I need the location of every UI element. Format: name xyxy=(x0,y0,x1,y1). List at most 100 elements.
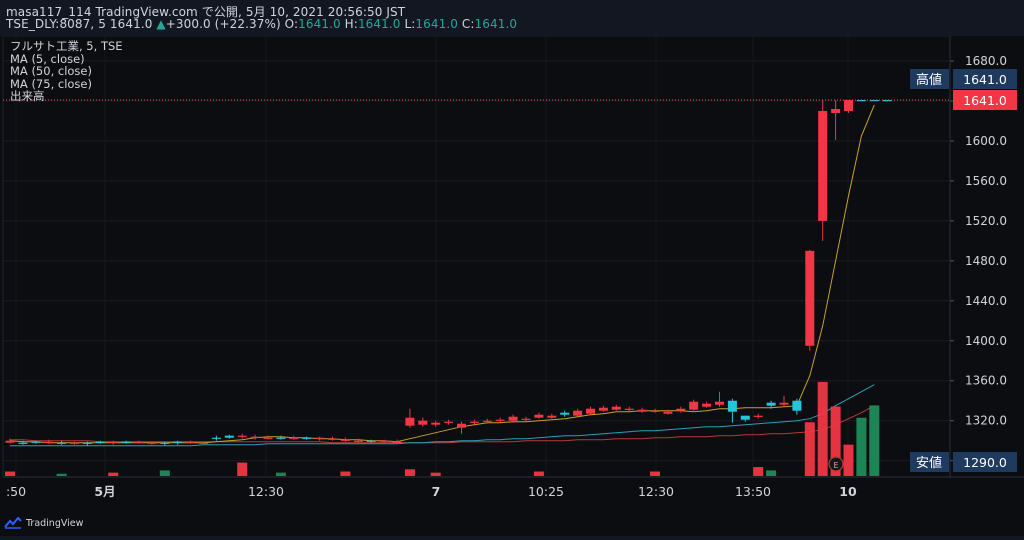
ma75-line xyxy=(10,405,875,444)
legend-ma5[interactable]: MA (5, close) xyxy=(10,51,85,66)
time-tick-label: 12:30 xyxy=(248,484,284,499)
candle-body xyxy=(663,411,673,414)
symbol-name[interactable]: TSE_DLY:8087, 5 xyxy=(6,17,106,31)
volume-bar xyxy=(843,444,854,476)
high-value-box xyxy=(953,69,1017,89)
candle-body xyxy=(792,400,802,411)
plot-pane[interactable] xyxy=(2,35,951,478)
candle-body xyxy=(315,437,325,439)
candles xyxy=(5,100,892,446)
price-tick-label: 1680.0 xyxy=(965,54,1007,68)
time-tick-label: 5月 xyxy=(94,484,115,499)
volume-bar xyxy=(856,417,867,476)
price-tick-label: 1520.0 xyxy=(965,214,1007,228)
candle-body xyxy=(727,400,737,412)
candle-body xyxy=(637,409,647,412)
legend-ma50[interactable]: MA (50, close) xyxy=(10,64,92,78)
volume-bar xyxy=(108,472,119,476)
candle-body xyxy=(366,440,376,442)
time-tick-label: :50 xyxy=(6,484,26,499)
high-marker: 高値 1641.0 xyxy=(910,69,1017,89)
volume-bar xyxy=(766,470,777,476)
last-price-marker: 1641.0 xyxy=(953,90,1017,110)
candle-body xyxy=(186,441,196,443)
high-label: H: xyxy=(344,17,358,31)
candle-body xyxy=(689,401,699,410)
candle-body xyxy=(353,440,363,442)
candle-body xyxy=(805,250,815,346)
candle-body xyxy=(224,435,234,438)
candle-body xyxy=(250,436,260,438)
legend-volume[interactable]: 出来高 xyxy=(10,89,45,103)
time-tick-label: 10:25 xyxy=(528,484,564,499)
volume-bar xyxy=(237,462,248,476)
volume-bar xyxy=(817,381,828,476)
candlestick-chart[interactable]: 1680.01640.01600.01560.01520.01480.01440… xyxy=(0,35,1024,536)
candle-body xyxy=(328,438,337,440)
candle-body xyxy=(753,415,763,417)
volume-bar xyxy=(869,405,880,476)
volume-bar xyxy=(753,467,764,476)
tradingview-logo-icon xyxy=(4,517,22,529)
volume-bar xyxy=(804,422,815,476)
time-tick-label: 13:50 xyxy=(735,484,771,499)
legend-ma75[interactable]: MA (75, close) xyxy=(10,76,92,91)
candle-body xyxy=(624,408,634,410)
candle-body xyxy=(5,440,15,443)
volume-bar xyxy=(650,471,660,476)
chart-area[interactable]: 1680.01640.01600.01560.01520.01480.01440… xyxy=(0,35,1024,536)
candle-body xyxy=(702,403,712,407)
price-tick-label: 1400.0 xyxy=(965,334,1007,348)
earnings-letter: E xyxy=(833,461,838,470)
candle-body xyxy=(844,100,853,111)
high-value: 1641.0 xyxy=(357,17,401,31)
price-tick-label: 1440.0 xyxy=(965,294,1007,308)
candle-body xyxy=(95,441,105,443)
candle-body xyxy=(818,110,828,221)
candle-body xyxy=(418,420,428,425)
footer-brand[interactable]: TradingView xyxy=(4,514,83,532)
candle-body xyxy=(121,441,131,443)
candle-body xyxy=(779,402,789,405)
candle-body xyxy=(276,437,286,439)
time-axis[interactable]: :50 5月 12:30 7 10:25 12:30 13:50 10 xyxy=(6,484,857,499)
time-tick-label: 10 xyxy=(839,484,857,499)
low-label: 安値 xyxy=(916,455,942,471)
high-label: 高値 xyxy=(916,72,942,88)
candle-body xyxy=(598,407,608,411)
volume-bars xyxy=(5,381,880,476)
candle-body xyxy=(82,442,92,444)
candle-body xyxy=(650,410,660,412)
low-label-box xyxy=(910,452,949,472)
low-marker: 安値 1290.0 xyxy=(910,452,1017,472)
candle-body xyxy=(766,402,776,406)
candle-body xyxy=(263,437,273,439)
candle-body xyxy=(57,442,67,444)
candle-body xyxy=(379,440,389,442)
candle-body xyxy=(457,423,466,428)
candle-body xyxy=(740,415,750,420)
candle-body xyxy=(147,442,157,444)
earnings-icon[interactable] xyxy=(828,456,844,472)
candle-body xyxy=(108,441,118,443)
candle-body xyxy=(444,421,454,423)
candle-body xyxy=(715,401,724,405)
candle-body xyxy=(405,417,415,426)
high-label-box xyxy=(910,69,949,89)
volume-bar xyxy=(56,473,67,476)
low-label: L: xyxy=(404,17,416,31)
volume-bar xyxy=(430,472,441,476)
ma50-line xyxy=(10,384,875,447)
candle-body xyxy=(547,415,557,418)
candle-body xyxy=(44,441,54,443)
volume-bar xyxy=(5,471,15,476)
candle-body xyxy=(173,441,183,443)
last-price: 1641.0 xyxy=(109,17,153,31)
earnings-marker[interactable]: E xyxy=(828,456,844,472)
candle-body xyxy=(160,442,170,444)
legend-symbol-title[interactable]: フルサト工業, 5, TSE xyxy=(10,39,123,53)
candle-body xyxy=(482,420,492,422)
candle-body xyxy=(869,100,879,102)
candle-body xyxy=(534,414,544,418)
candle-body xyxy=(508,416,518,421)
